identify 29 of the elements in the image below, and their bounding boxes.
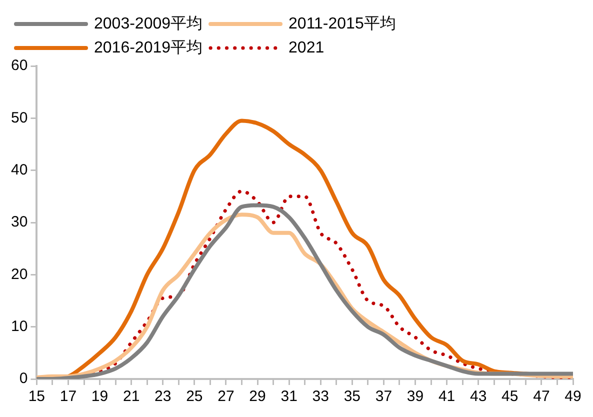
y-tick-label: 20 (10, 266, 28, 283)
legend-label: 2003-2009平均 (94, 15, 203, 32)
x-tick-label: 41 (438, 388, 456, 406)
legend-label: 2016-2019平均 (94, 39, 203, 56)
x-tick-label: 31 (280, 388, 298, 406)
x-tick-label: 47 (533, 388, 550, 406)
x-tick-label: 15 (28, 388, 46, 406)
x-tick-label: 43 (470, 388, 487, 406)
y-tick-label: 0 (19, 370, 28, 388)
x-tick-label: 39 (406, 388, 424, 406)
y-tick-label: 60 (10, 57, 28, 74)
x-tick-label: 49 (564, 388, 582, 406)
y-tick-label: 30 (10, 214, 28, 231)
x-tick-label: 37 (375, 388, 392, 406)
y-tick-label: 40 (10, 161, 28, 178)
x-tick-label: 25 (186, 388, 203, 406)
x-tick-label: 45 (502, 388, 518, 406)
x-tick-label: 17 (60, 388, 77, 406)
x-tick-label: 33 (312, 388, 329, 406)
y-tick-label: 10 (10, 318, 28, 335)
x-tick-label: 19 (91, 388, 108, 406)
x-tick-label: 21 (122, 388, 140, 406)
x-tick-label: 35 (344, 388, 361, 406)
x-tick-label: 29 (249, 388, 266, 406)
x-tick-label: 23 (154, 388, 172, 406)
y-tick-label: 50 (10, 109, 28, 126)
legend-label: 2011-2015平均 (288, 15, 396, 32)
x-tick-label: 27 (218, 388, 234, 406)
legend-label: 2021 (288, 39, 324, 56)
